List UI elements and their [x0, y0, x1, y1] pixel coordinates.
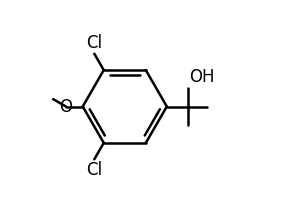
Text: O: O: [59, 98, 72, 115]
Text: OH: OH: [189, 68, 214, 86]
Text: Cl: Cl: [86, 34, 102, 52]
Text: Cl: Cl: [86, 161, 102, 179]
